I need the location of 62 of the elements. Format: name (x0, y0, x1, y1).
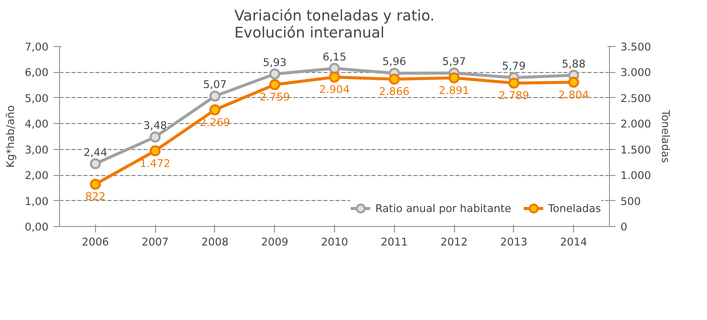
x-tick-label: 2008 (201, 236, 229, 248)
data-label: 5,07 (203, 78, 227, 92)
y2-axis-title: Toneladas (659, 109, 672, 164)
point (150, 145, 161, 156)
y2-tick-label: 1.000 (620, 169, 652, 182)
y-tick-label: 1,00 (24, 194, 49, 208)
y2-tick-label: 2.000 (620, 118, 652, 131)
point (329, 72, 340, 83)
data-label: 5,96 (382, 55, 406, 68)
y-tick-label: 4,00 (24, 118, 49, 131)
y2-tick-label: 0 (620, 220, 628, 234)
x-tick-label: 2010 (320, 236, 348, 248)
point (329, 62, 340, 74)
y2-tick-label: 2.500 (620, 92, 652, 105)
y-tick-label: 5,00 (24, 92, 49, 105)
y2-tick-label: 3.000 (620, 66, 652, 80)
point (209, 104, 220, 116)
data-label: 6,15 (322, 50, 346, 64)
y-tick-label: 7,00 (24, 40, 49, 54)
x-tick-label: 2006 (82, 236, 110, 248)
x-tick-label: 2007 (142, 236, 169, 248)
data-label: 2.269 (200, 116, 230, 129)
data-label: 2.866 (379, 85, 410, 98)
y-tick-label: 0,00 (24, 220, 49, 234)
y2-tick-label: 500 (620, 194, 642, 208)
x-tick-label: 2014 (560, 236, 588, 248)
data-label: 2.891 (438, 84, 470, 97)
x-tick-label: 2011 (380, 236, 408, 248)
point (508, 78, 520, 89)
data-label: 5,88 (562, 57, 586, 70)
data-label: 2.759 (259, 90, 290, 104)
x-tick-label: 2013 (500, 236, 528, 248)
data-label: 2.804 (558, 88, 590, 102)
data-label: 2.789 (498, 89, 530, 102)
point (269, 68, 280, 80)
data-label: 2,44 (84, 146, 108, 159)
x-tick-label: 2009 (261, 236, 288, 248)
y-axis-title: Kg*hab/año (4, 105, 17, 168)
data-label: 5,93 (262, 56, 287, 70)
y-tick-label: 6,00 (24, 66, 49, 80)
point (388, 74, 400, 85)
legend-label: Ratio anual por habitante (375, 202, 512, 214)
legend-label: Toneladas (548, 202, 601, 214)
point (209, 90, 220, 102)
y2-tick-label: 1.500 (620, 143, 652, 156)
data-label: 5,97 (442, 54, 466, 68)
data-label: 3,48 (143, 119, 168, 132)
y-tick-label: 2,00 (24, 169, 49, 182)
point (269, 79, 280, 90)
point (568, 76, 580, 88)
y2-tick-label: 3.500 (620, 40, 652, 54)
chart-title: Variación toneladas y ratio. Evolución interanual (234, 8, 435, 42)
point (448, 72, 460, 84)
x-tick-label: 2012 (440, 236, 468, 248)
point (90, 158, 101, 170)
data-label: 1.472 (140, 156, 170, 170)
data-label: 2.904 (319, 83, 350, 96)
y-tick-label: 3,00 (24, 143, 49, 156)
data-label: 5,79 (502, 60, 526, 73)
data-label: 822 (85, 190, 106, 204)
point (90, 178, 101, 190)
point (150, 132, 161, 143)
